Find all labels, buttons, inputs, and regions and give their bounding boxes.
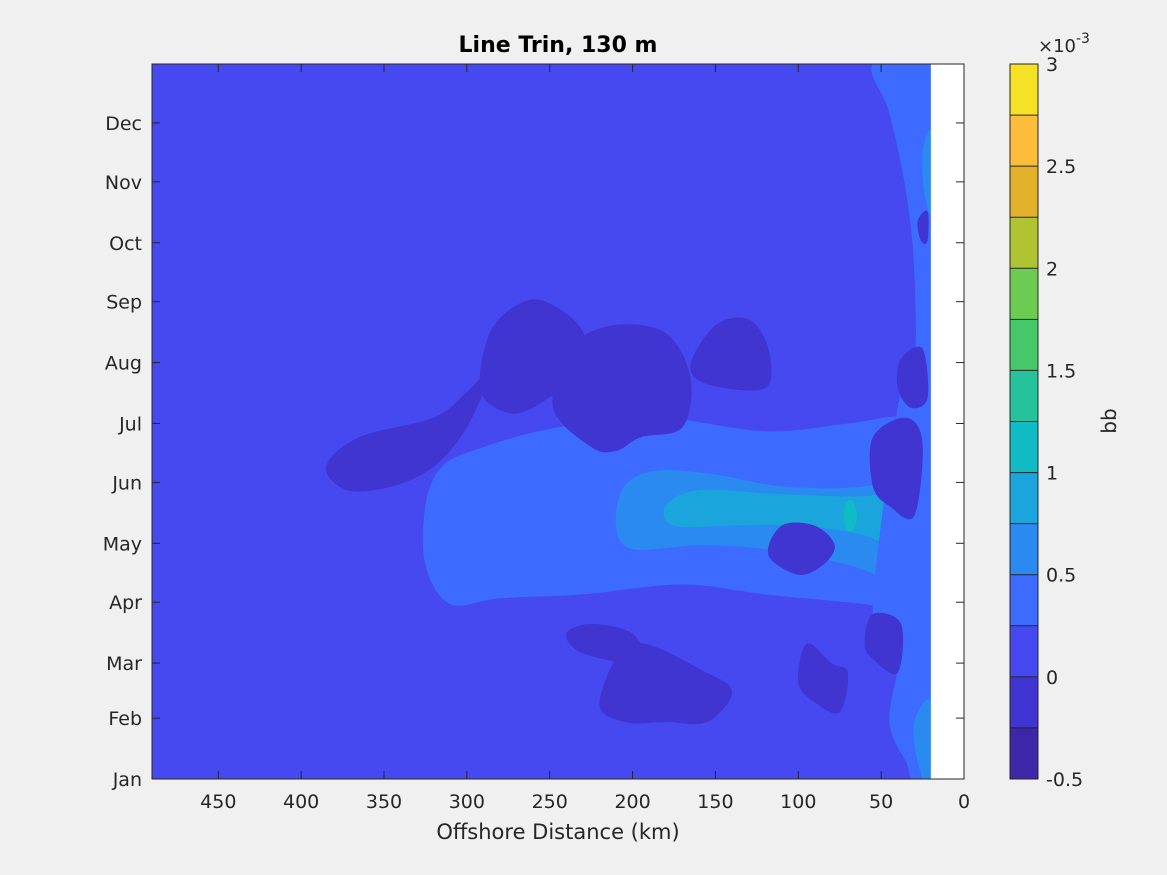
colorbar-tick-label: 1 xyxy=(1046,463,1058,485)
colorbar-tick-label: 3 xyxy=(1046,54,1058,76)
contour-region xyxy=(922,130,932,214)
no-data-region xyxy=(930,64,964,779)
colorbar-segment xyxy=(1010,676,1038,728)
chart-title: Line Trin, 130 m xyxy=(459,33,658,58)
colorbar xyxy=(1009,63,1039,780)
contour-region xyxy=(913,699,933,779)
y-tick-label: Oct xyxy=(109,233,142,255)
colorbar-segment xyxy=(1010,268,1038,320)
colorbar-ticks: 3 2.5 2 1.5 1 0.5 0 -0.5 xyxy=(1046,54,1083,791)
colorbar-segment xyxy=(1010,115,1038,167)
x-tick-label: 100 xyxy=(780,791,816,813)
colorbar-tick-label: 2 xyxy=(1046,258,1058,280)
y-tick-label: Apr xyxy=(109,592,142,614)
contour-region xyxy=(843,499,857,532)
x-tick-label: 200 xyxy=(614,791,650,813)
contour-region xyxy=(325,367,492,492)
plot-frame xyxy=(151,63,965,780)
x-tick-label: 300 xyxy=(449,791,485,813)
contour-region xyxy=(798,643,849,714)
plot-area xyxy=(152,64,964,779)
contour-region xyxy=(864,612,904,675)
colorbar-segment xyxy=(1010,421,1038,473)
contour-region xyxy=(690,317,772,391)
colorbar-exponent-power: -3 xyxy=(1076,31,1090,47)
contour-region xyxy=(552,324,692,453)
x-axis-ticks: 450 400 350 300 250 200 150 100 50 0 xyxy=(200,64,970,813)
y-tick-label: Jun xyxy=(111,472,142,494)
colorbar-exponent-base: ×10 xyxy=(1038,36,1076,57)
colorbar-segment xyxy=(1010,472,1038,524)
colorbar-segment xyxy=(1010,64,1038,116)
y-tick-label: Dec xyxy=(105,113,142,135)
colorbar-segment xyxy=(1010,370,1038,422)
contour-region xyxy=(566,623,645,664)
y-tick-label: Feb xyxy=(108,708,142,730)
y-tick-label: Jul xyxy=(118,413,142,435)
y-axis-ticks: Jan Feb Mar Apr May Jun Jul Aug Sep Oct Nov Dec xyxy=(103,113,964,791)
colorbar-segment xyxy=(1010,727,1038,779)
y-tick-label: May xyxy=(103,533,142,555)
colorbar-tick-label: 0 xyxy=(1046,667,1058,689)
contour-region xyxy=(869,417,923,520)
contour-region xyxy=(390,73,476,390)
colorbar-exponent: ×10-3 xyxy=(1038,31,1090,57)
colorbar-segment xyxy=(1010,523,1038,575)
colorbar-segment xyxy=(1010,574,1038,626)
y-tick-label: Nov xyxy=(105,172,142,194)
y-tick-label: Sep xyxy=(106,292,142,314)
colorbar-segment xyxy=(1010,217,1038,269)
colorbar-segment xyxy=(1010,625,1038,677)
x-tick-label: 150 xyxy=(697,791,733,813)
colorbar-segment xyxy=(1010,166,1038,218)
colorbar-label: bb xyxy=(1097,408,1121,433)
x-tick-label: 350 xyxy=(366,791,402,813)
colorbar-tick-label: 1.5 xyxy=(1046,360,1076,382)
contour-region xyxy=(767,522,835,575)
x-axis-label: Offshore Distance (km) xyxy=(436,820,679,844)
x-tick-label: 0 xyxy=(958,791,970,813)
y-tick-label: Aug xyxy=(105,353,142,375)
colorbar-tick-label: -0.5 xyxy=(1046,769,1083,791)
colorbar-tick-label: 0.5 xyxy=(1046,565,1076,587)
colorbar-segment xyxy=(1010,319,1038,371)
contour-region xyxy=(917,210,929,244)
colorbar-frame xyxy=(1009,63,1039,780)
x-tick-label: 450 xyxy=(200,791,236,813)
y-tick-label: Jan xyxy=(112,769,142,791)
x-tick-label: 250 xyxy=(532,791,568,813)
contour-region xyxy=(896,346,929,409)
colorbar-tick-label: 2.5 xyxy=(1046,156,1076,178)
contour-background xyxy=(152,64,964,779)
x-tick-label: 400 xyxy=(283,791,319,813)
x-tick-label: 50 xyxy=(869,791,893,813)
y-tick-label: Mar xyxy=(106,653,142,675)
